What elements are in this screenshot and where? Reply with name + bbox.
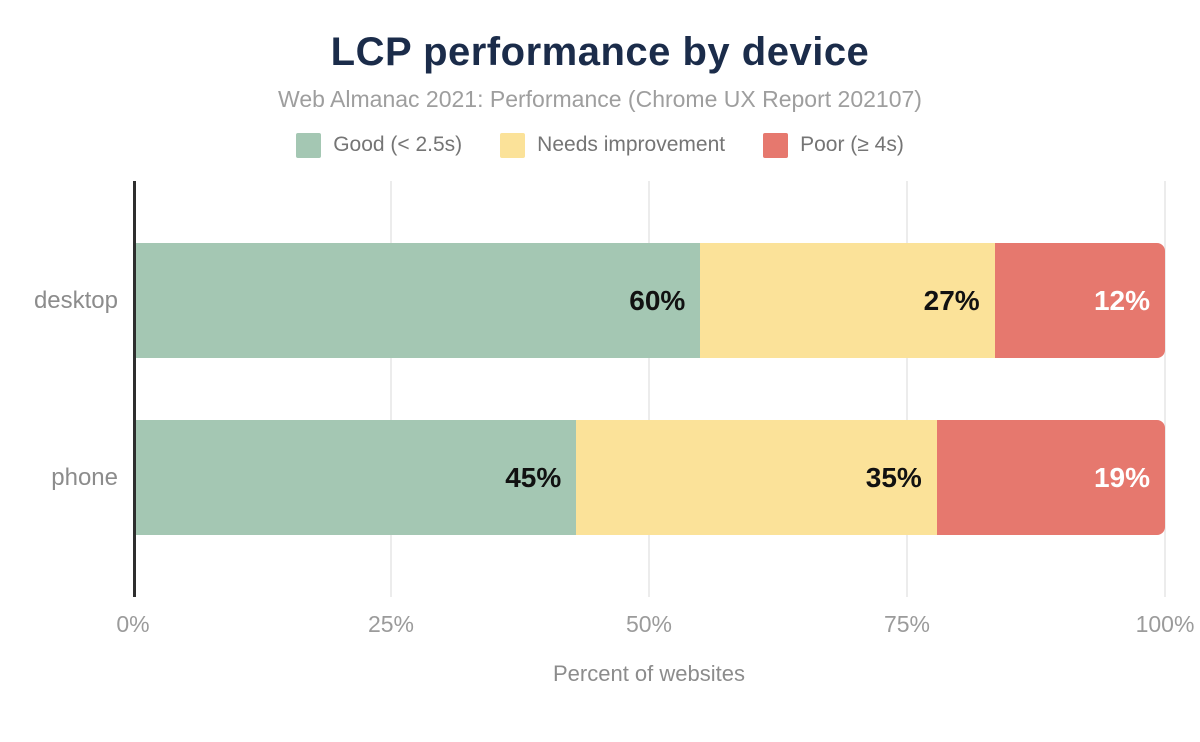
y-axis-label-phone: phone xyxy=(51,463,118,491)
value-label-desktop-good: 60% xyxy=(629,284,686,316)
value-label-phone-needs-improvement: 35% xyxy=(865,461,922,493)
legend-label-needs-improvement: Needs improvement xyxy=(537,133,726,156)
legend-item-poor: Poor (≥ 4s) xyxy=(763,132,904,158)
x-axis-title: Percent of websites xyxy=(553,661,745,686)
legend-label-good: Good (< 2.5s) xyxy=(333,133,463,156)
gridline-50 xyxy=(648,181,650,597)
bar-segment-phone-needs-improvement: 35% xyxy=(576,420,937,535)
chart-area: desktop 60% 27% 12% phone xyxy=(34,181,1166,597)
x-tick-50: 50% xyxy=(625,611,673,637)
x-tick-25: 25% xyxy=(367,611,415,637)
x-tick-75: 75% xyxy=(883,611,931,637)
bar-segment-desktop-poor: 12% xyxy=(994,243,1165,358)
bar-phone: 45% 35% 19% xyxy=(133,420,1165,535)
x-axis-ticks: 0% 25% 50% 75% 100% xyxy=(116,597,1194,643)
bar-desktop: 60% 27% 12% xyxy=(133,243,1165,358)
chart-title: LCP performance by device xyxy=(330,30,870,74)
bar-segment-desktop-needs-improvement: 27% xyxy=(700,243,995,358)
legend-swatch-needs-improvement xyxy=(500,132,526,158)
value-label-phone-poor: 19% xyxy=(1093,461,1150,493)
bar-segment-phone-poor: 19% xyxy=(936,420,1165,535)
value-label-desktop-poor: 12% xyxy=(1093,284,1150,316)
y-axis-line xyxy=(133,181,136,597)
bar-row-phone: phone 45% 35% 19% xyxy=(51,420,1165,535)
legend-swatch-poor xyxy=(763,132,789,158)
bar-row-desktop: desktop 60% 27% 12% xyxy=(34,243,1165,358)
gridline-75 xyxy=(906,181,908,597)
x-tick-100: 100% xyxy=(1135,611,1195,637)
legend-item-needs-improvement: Needs improvement xyxy=(500,132,726,158)
plot-area: desktop 60% 27% 12% phone xyxy=(34,181,1166,597)
legend-label-poor: Poor (≥ 4s) xyxy=(800,133,904,156)
value-label-desktop-needs-improvement: 27% xyxy=(923,284,980,316)
chart-subtitle: Web Almanac 2021: Performance (Chrome UX… xyxy=(278,86,922,112)
y-axis-label-desktop: desktop xyxy=(33,286,118,314)
gridline-25 xyxy=(390,181,392,597)
legend: Good (< 2.5s) Needs improvement Poor (≥ … xyxy=(0,131,1200,159)
legend-swatch-good xyxy=(296,132,322,158)
legend-item-good: Good (< 2.5s) xyxy=(296,132,463,158)
value-label-phone-good: 45% xyxy=(505,461,562,493)
x-tick-0: 0% xyxy=(116,611,150,637)
gridline-100 xyxy=(1164,181,1166,597)
bar-segment-desktop-good: 60% xyxy=(133,243,701,358)
bar-segment-phone-good: 45% xyxy=(133,420,577,535)
